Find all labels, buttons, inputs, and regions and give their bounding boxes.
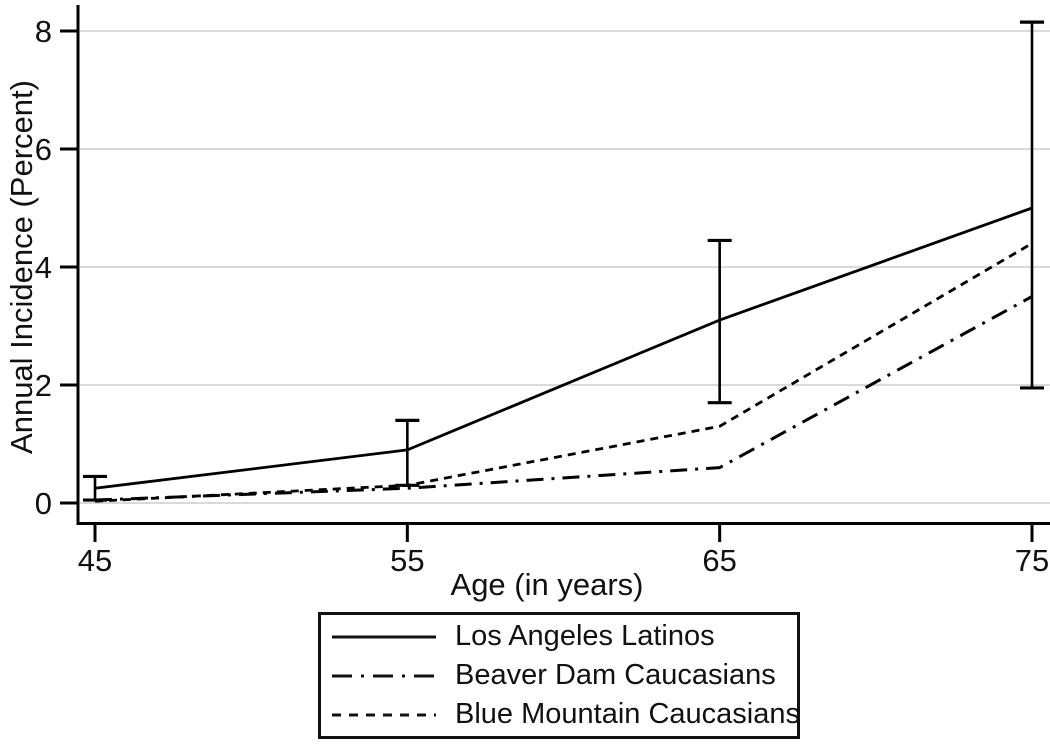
legend-line-solid-icon [332, 635, 436, 638]
legend-label: Los Angeles Latinos [455, 620, 715, 652]
legend-label: Blue Mountain Caucasians [455, 698, 800, 730]
svg-text:0: 0 [35, 486, 52, 521]
svg-text:75: 75 [1015, 543, 1049, 578]
svg-text:6: 6 [35, 132, 52, 167]
svg-text:4: 4 [35, 250, 52, 285]
y-axis-title: Annual Incidence (Percent) [4, 80, 39, 454]
svg-text:2: 2 [35, 368, 52, 403]
legend-item: Beaver Dam Caucasians [331, 656, 797, 695]
x-axis-title: Age (in years) [451, 567, 644, 602]
svg-text:8: 8 [35, 14, 52, 49]
legend-item: Blue Mountain Caucasians [331, 695, 800, 734]
legend-label: Beaver Dam Caucasians [455, 659, 776, 691]
legend-line-dashed-icon [332, 713, 436, 716]
svg-text:65: 65 [702, 543, 736, 578]
svg-text:45: 45 [78, 543, 112, 578]
svg-text:55: 55 [390, 543, 424, 578]
chart-legend: Los Angeles Latinos Beaver Dam Caucasian… [318, 612, 800, 739]
legend-line-dash-dot-icon [332, 674, 436, 677]
legend-item: Los Angeles Latinos [331, 617, 797, 656]
chart-plot-area: 0 2 4 6 8 45 55 65 75 [35, 5, 1050, 578]
